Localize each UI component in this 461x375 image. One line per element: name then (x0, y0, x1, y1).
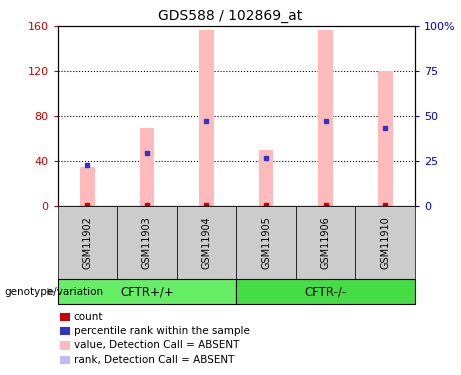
Text: GSM11910: GSM11910 (380, 216, 390, 269)
Text: CFTR-/-: CFTR-/- (304, 285, 347, 298)
Bar (58, 279, 236, 304)
Text: GSM11904: GSM11904 (201, 216, 212, 269)
Bar (259, 150, 273, 206)
Bar (117, 206, 177, 279)
Bar (355, 206, 415, 279)
Bar (378, 71, 393, 206)
Text: genotype/variation: genotype/variation (5, 287, 104, 297)
Text: GSM11902: GSM11902 (83, 216, 92, 269)
Text: GSM11903: GSM11903 (142, 216, 152, 269)
Text: count: count (74, 312, 103, 322)
Text: GSM11905: GSM11905 (261, 216, 271, 269)
Bar (140, 128, 154, 206)
Bar (296, 206, 355, 279)
Text: rank, Detection Call = ABSENT: rank, Detection Call = ABSENT (74, 355, 234, 364)
Bar (318, 30, 333, 206)
Bar (177, 206, 236, 279)
Bar (199, 30, 214, 206)
Text: percentile rank within the sample: percentile rank within the sample (74, 326, 250, 336)
Bar (236, 279, 415, 304)
Bar (80, 167, 95, 206)
Bar (236, 206, 296, 279)
Bar (58, 206, 117, 279)
Text: GSM11906: GSM11906 (320, 216, 331, 269)
Text: value, Detection Call = ABSENT: value, Detection Call = ABSENT (74, 340, 239, 350)
Text: GDS588 / 102869_at: GDS588 / 102869_at (159, 9, 302, 23)
Text: CFTR+/+: CFTR+/+ (120, 285, 174, 298)
Polygon shape (47, 288, 55, 296)
